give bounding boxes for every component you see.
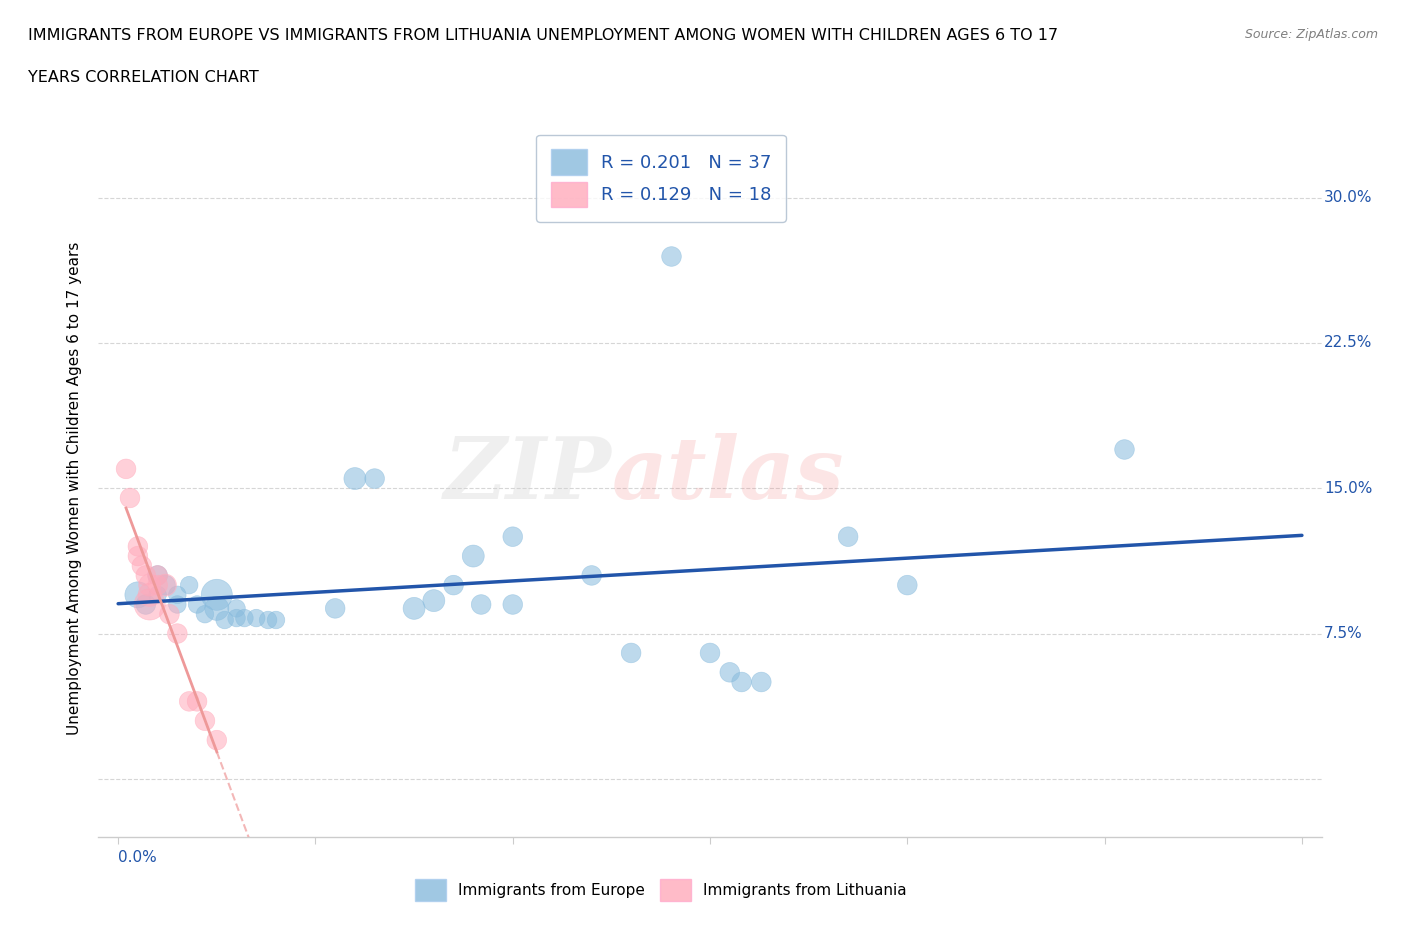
Point xyxy=(138,597,160,612)
Legend: Immigrants from Europe, Immigrants from Lithuania: Immigrants from Europe, Immigrants from … xyxy=(404,867,920,913)
Point xyxy=(363,472,385,486)
Point xyxy=(205,601,228,616)
Point xyxy=(1114,442,1136,457)
Point xyxy=(146,568,169,583)
Point xyxy=(233,611,256,626)
Point xyxy=(166,588,188,603)
Point xyxy=(179,694,201,709)
Point xyxy=(837,529,859,544)
Point xyxy=(257,613,280,628)
Text: YEARS CORRELATION CHART: YEARS CORRELATION CHART xyxy=(28,70,259,85)
Text: 7.5%: 7.5% xyxy=(1324,626,1362,641)
Point xyxy=(138,578,160,592)
Point xyxy=(323,601,346,616)
Point xyxy=(159,606,181,621)
Point xyxy=(135,597,157,612)
Point xyxy=(186,597,208,612)
Point xyxy=(146,578,169,592)
Point xyxy=(659,248,682,263)
Point xyxy=(581,568,603,583)
Text: IMMIGRANTS FROM EUROPE VS IMMIGRANTS FROM LITHUANIA UNEMPLOYMENT AMONG WOMEN WIT: IMMIGRANTS FROM EUROPE VS IMMIGRANTS FRO… xyxy=(28,28,1059,43)
Point xyxy=(502,529,524,544)
Point xyxy=(443,578,465,592)
Point xyxy=(896,578,918,592)
Point xyxy=(166,626,188,641)
Point xyxy=(470,597,492,612)
Point xyxy=(699,645,721,660)
Point xyxy=(214,613,236,628)
Point xyxy=(127,588,149,603)
Point xyxy=(225,611,247,626)
Text: 15.0%: 15.0% xyxy=(1324,481,1372,496)
Point xyxy=(179,578,201,592)
Point xyxy=(620,645,643,660)
Point xyxy=(186,694,208,709)
Point xyxy=(730,674,752,689)
Text: Source: ZipAtlas.com: Source: ZipAtlas.com xyxy=(1244,28,1378,41)
Point xyxy=(146,568,169,583)
Point xyxy=(245,611,267,626)
Point xyxy=(749,674,772,689)
Point xyxy=(264,613,287,628)
Point xyxy=(194,713,217,728)
Point xyxy=(155,578,177,592)
Point xyxy=(131,558,153,573)
Point xyxy=(502,597,524,612)
Text: 30.0%: 30.0% xyxy=(1324,190,1372,206)
Point xyxy=(146,588,169,603)
Point xyxy=(166,597,188,612)
Point xyxy=(423,593,446,608)
Point xyxy=(155,578,177,592)
Point xyxy=(118,490,141,505)
Y-axis label: Unemployment Among Women with Children Ages 6 to 17 years: Unemployment Among Women with Children A… xyxy=(67,242,83,735)
Text: atlas: atlas xyxy=(612,432,845,516)
Point xyxy=(225,601,247,616)
Point xyxy=(404,601,426,616)
Point xyxy=(194,606,217,621)
Point xyxy=(135,568,157,583)
Text: 0.0%: 0.0% xyxy=(118,850,157,865)
Text: 22.5%: 22.5% xyxy=(1324,336,1372,351)
Point xyxy=(463,549,485,564)
Point xyxy=(718,665,741,680)
Point xyxy=(127,539,149,554)
Point xyxy=(205,588,228,603)
Point xyxy=(127,549,149,564)
Point xyxy=(343,472,366,486)
Point xyxy=(205,733,228,748)
Point xyxy=(115,461,138,476)
Text: ZIP: ZIP xyxy=(444,432,612,516)
Point xyxy=(138,588,160,603)
